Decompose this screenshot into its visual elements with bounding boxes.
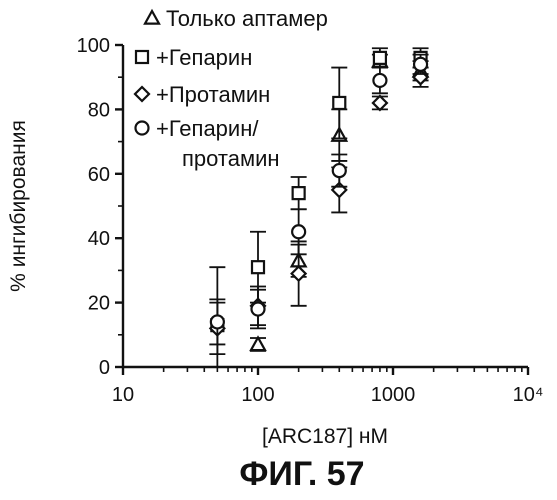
legend-marker-circle [136, 122, 149, 135]
legend-label: +Гепарин/ [156, 116, 259, 141]
data-point-circle [292, 225, 305, 238]
legend-label: Только аптамер [166, 6, 328, 31]
data-point-square [293, 187, 305, 199]
figure-caption: ФИГ. 57 [239, 455, 364, 493]
data-point-diamond [292, 267, 306, 281]
y-tick-label: 60 [88, 164, 110, 186]
x-tick-label: 100 [241, 384, 274, 406]
data-point-diamond [373, 96, 387, 110]
y-axis-label: % ингибирования [7, 120, 30, 292]
data-point-circle [373, 74, 386, 87]
y-tick-label: 0 [99, 357, 110, 379]
data-point-circle [252, 303, 265, 316]
x-tick-label: 10 [112, 384, 134, 406]
legend-marker-diamond [135, 87, 149, 101]
legend-entry-square: +Гепарин [136, 45, 252, 70]
legend-label: +Протамин [156, 82, 270, 107]
data-point-circle [211, 315, 224, 328]
legend-label: +Гепарин [156, 45, 252, 70]
data-point-circle [333, 164, 346, 177]
legend-entry-circle: +Гепарин/протамин [136, 116, 280, 171]
data-point-square [333, 97, 345, 109]
y-tick-label: 20 [88, 293, 110, 315]
y-tick-label: 40 [88, 228, 110, 250]
data-point-square [374, 52, 386, 64]
x-axis-label: [ARC187] нМ [262, 425, 388, 448]
legend-label-cont: протамин [182, 146, 280, 171]
legend: Только аптамер +Гепарин +Протамин +Гепарин/… [135, 6, 328, 171]
data-point-circle [414, 58, 427, 71]
data-point-triangle [251, 337, 265, 350]
legend-entry-diamond: +Протамин [135, 82, 270, 107]
y-tick-label: 80 [88, 99, 110, 121]
series-diamond [209, 68, 428, 355]
y-tick-label: 100 [77, 35, 110, 57]
legend-marker-triangle [145, 11, 159, 24]
legend-marker-square [136, 51, 148, 63]
x-tick-label: 1000 [371, 384, 416, 406]
x-tick-label: 10⁴ [513, 384, 544, 406]
legend-entry-triangle: Только аптамер [145, 6, 328, 31]
data-point-square [252, 261, 264, 273]
